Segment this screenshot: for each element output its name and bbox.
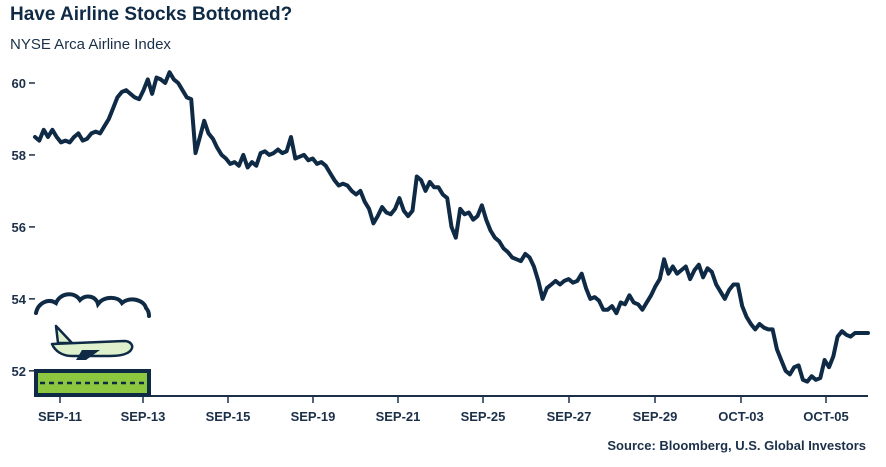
airplane-illustration (34, 292, 151, 397)
y-axis: 52 54 56 58 60 (12, 76, 35, 379)
y-tick-label: 56 (12, 220, 26, 235)
chart-title: Have Airline Stocks Bottomed? (10, 4, 293, 25)
x-tick-label: SEP-21 (376, 409, 421, 424)
x-tick-label: SEP-11 (38, 409, 82, 424)
x-tick-label: SEP-15 (206, 409, 251, 424)
y-tick-label: 58 (12, 148, 26, 163)
y-tick-label: 52 (12, 364, 26, 379)
cloud-icon (34, 292, 151, 318)
series-group (33, 70, 870, 384)
x-tick-label: OCT-05 (803, 409, 849, 424)
series-line (33, 70, 870, 384)
x-axis: SEP-11 SEP-13 SEP-15 SEP-19 SEP-21 SEP-25 SEP-… (38, 396, 849, 424)
airplane-icon (50, 324, 134, 360)
chart-subtitle: NYSE Arca Airline Index (10, 36, 171, 53)
y-tick-label: 60 (12, 76, 26, 91)
x-tick-label: OCT-03 (718, 409, 764, 424)
x-tick-label: SEP-27 (547, 409, 592, 424)
x-tick-label: SEP-13 (121, 409, 166, 424)
x-tick-label: SEP-25 (461, 409, 506, 424)
y-tick-label: 54 (12, 292, 27, 307)
x-tick-label: SEP-29 (633, 409, 678, 424)
x-tick-label: SEP-19 (291, 409, 336, 424)
source-note: Source: Bloomberg, U.S. Global Investors (607, 438, 866, 453)
